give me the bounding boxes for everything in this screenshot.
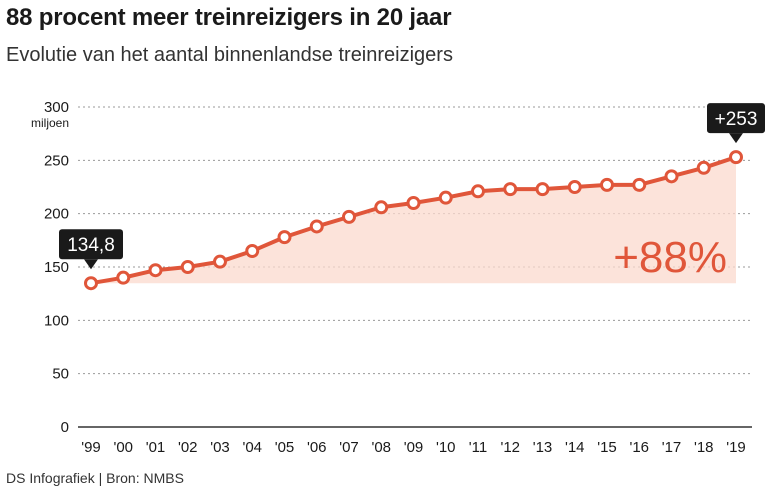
data-point-'10 [438, 190, 453, 205]
x-tick-label: '01 [146, 439, 166, 456]
data-point-'05 [277, 230, 292, 245]
x-tick-label: '15 [597, 439, 617, 456]
x-tick-label: '19 [726, 439, 746, 456]
data-point-'09 [406, 196, 421, 210]
data-points [84, 150, 743, 291]
x-tick-label: '04 [242, 439, 262, 456]
x-tick-label: '08 [371, 439, 391, 456]
callout-value: +253 [715, 109, 758, 130]
data-point-'99 [84, 276, 98, 291]
callout-box [707, 103, 765, 134]
x-tick-label: '02 [178, 439, 198, 456]
data-point-'18 [696, 160, 711, 175]
y-tick-label: 100 [44, 312, 69, 329]
x-tick-label: '12 [500, 439, 520, 456]
data-point-'01 [148, 263, 163, 278]
x-tick-label: '14 [565, 439, 585, 456]
chart-title: 88 procent meer treinreizigers in 20 jaa… [6, 4, 452, 31]
growth-percentage-label: +88% [613, 233, 727, 282]
callout-pointer [84, 259, 98, 270]
y-axis-ticks: 0 50 100 150 200 250 300 [44, 99, 69, 436]
x-tick-label: '16 [629, 439, 649, 456]
y-unit-label: miljoen [31, 116, 69, 130]
y-tick-label: 250 [44, 152, 69, 169]
start-value-callout: 134,8 [59, 229, 123, 270]
x-tick-label: '11 [469, 439, 487, 456]
x-tick-label: '99 [81, 439, 101, 456]
callout-value: 134,8 [67, 235, 115, 256]
y-tick-label: 300 [44, 99, 69, 116]
y-tick-label: 0 [61, 419, 69, 436]
end-value-callout: +253 [707, 103, 765, 144]
y-tick-label: 200 [44, 206, 69, 223]
data-point-'07 [342, 209, 356, 224]
x-tick-label: '17 [662, 439, 682, 456]
x-tick-label: '10 [436, 439, 456, 456]
source-credit: DS Infografiek | Bron: NMBS [6, 470, 184, 486]
data-point-'14 [567, 180, 582, 194]
data-point-'13 [535, 182, 550, 197]
chart-subtitle: Evolutie van het aantal binnenlandse tre… [6, 44, 453, 66]
data-point-'19 [729, 150, 743, 165]
callout-box [59, 229, 123, 260]
x-tick-label: '07 [339, 439, 359, 456]
y-tick-label: 50 [52, 366, 69, 383]
x-tick-label: '00 [113, 439, 133, 456]
callout-pointer [729, 133, 743, 144]
data-point-'02 [180, 260, 195, 274]
data-point-'12 [503, 182, 518, 197]
data-point-'04 [245, 244, 260, 258]
data-point-'16 [632, 177, 647, 192]
x-tick-label: '06 [307, 439, 327, 456]
data-point-'08 [374, 200, 389, 215]
x-tick-label: '13 [533, 439, 553, 456]
x-axis-ticks: '99 '00 '01 '02 '03 '04 '05 '06 '07 '08 '09 '10 '11 '… [81, 439, 746, 456]
data-point-'17 [664, 169, 679, 184]
x-tick-label: '09 [404, 439, 424, 456]
x-tick-label: '03 [210, 439, 230, 456]
x-tick-label: '18 [694, 439, 714, 456]
data-point-'11 [471, 184, 485, 199]
data-point-'00 [116, 270, 131, 285]
data-point-'15 [600, 177, 614, 192]
y-tick-label: 150 [44, 259, 69, 276]
data-point-'06 [309, 219, 324, 234]
data-point-'03 [213, 254, 227, 269]
x-tick-label: '05 [275, 439, 295, 456]
